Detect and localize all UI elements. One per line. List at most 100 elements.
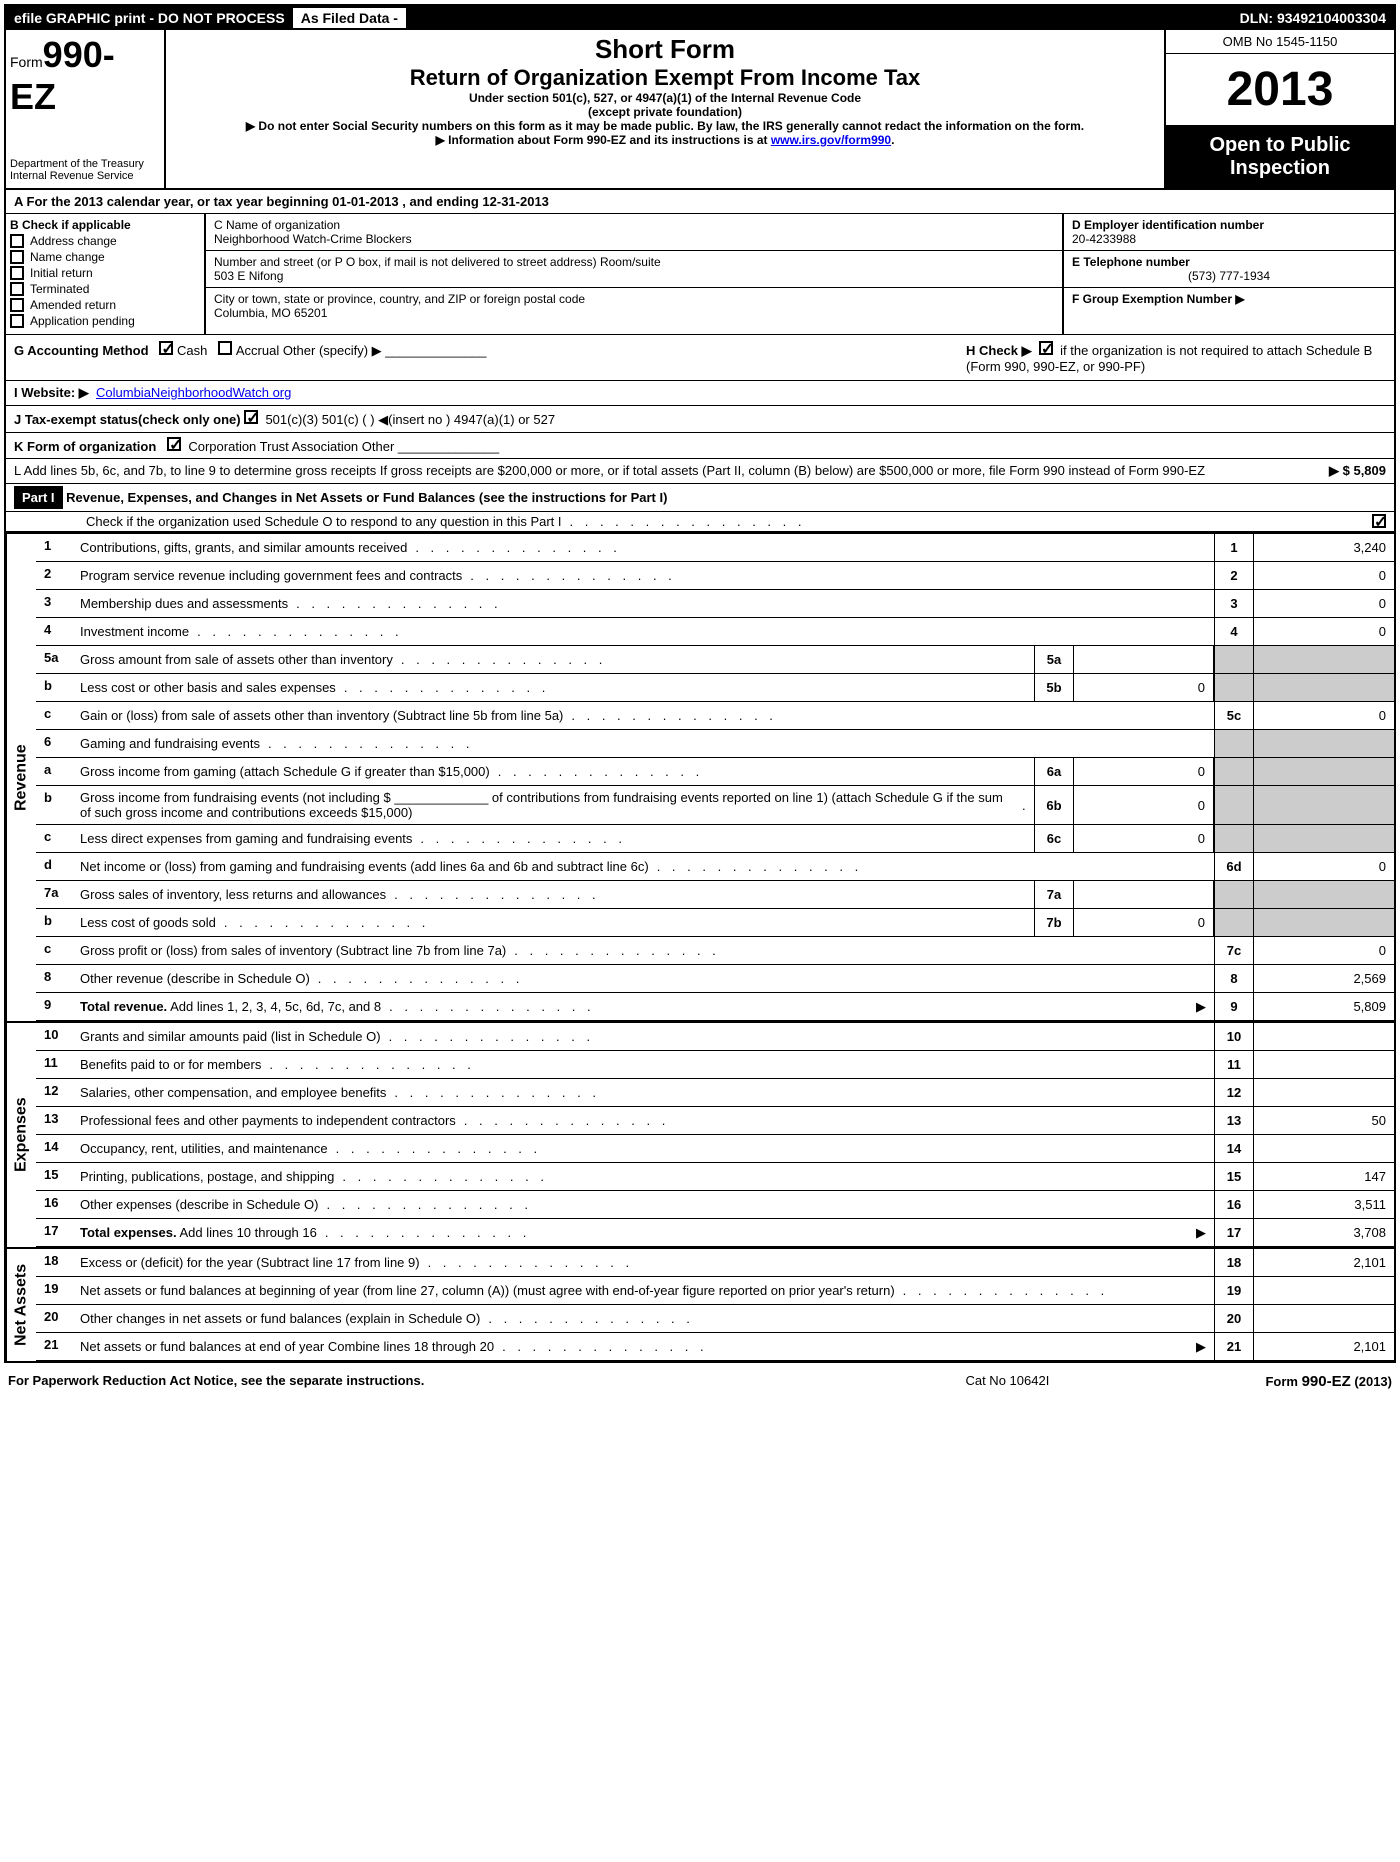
net-assets-label: Net Assets xyxy=(6,1249,36,1361)
end-val: 147 xyxy=(1254,1163,1394,1190)
line-row: 13Professional fees and other payments t… xyxy=(36,1107,1394,1135)
b-checkbox[interactable] xyxy=(10,314,24,328)
line-num: c xyxy=(36,825,76,852)
line-num: 6 xyxy=(36,730,76,757)
sub-num: 6b xyxy=(1034,786,1074,824)
top-mid: As Filed Data - xyxy=(293,8,406,28)
line-num: b xyxy=(36,909,76,936)
end-num xyxy=(1214,825,1254,852)
sub-num: 7b xyxy=(1034,909,1074,936)
sub2: (except private foundation) xyxy=(174,105,1156,119)
col-c: C Name of organization Neighborhood Watc… xyxy=(206,214,1064,334)
line-desc: Gaming and fundraising events. . . . . .… xyxy=(76,730,1214,757)
sub-val: 0 xyxy=(1074,825,1214,852)
end-num: 7c xyxy=(1214,937,1254,964)
section-bcd: B Check if applicable Address changeName… xyxy=(6,214,1394,335)
line-desc: Net assets or fund balances at beginning… xyxy=(76,1277,1214,1304)
header-right: OMB No 1545-1150 2013 Open to Public Ins… xyxy=(1164,30,1394,188)
dept2: Internal Revenue Service xyxy=(10,170,160,182)
end-val: 3,511 xyxy=(1254,1191,1394,1218)
line-desc: Other expenses (describe in Schedule O).… xyxy=(76,1191,1214,1218)
sub1: Under section 501(c), 527, or 4947(a)(1)… xyxy=(174,91,1156,105)
part1-label: Part I xyxy=(14,486,63,509)
end-val xyxy=(1254,786,1394,824)
b-checkbox[interactable] xyxy=(10,266,24,280)
b-checkbox[interactable] xyxy=(10,234,24,248)
cash-checkbox[interactable] xyxy=(159,341,173,355)
line-desc: Grants and similar amounts paid (list in… xyxy=(76,1023,1214,1050)
b-label: Address change xyxy=(30,234,117,248)
end-num: 10 xyxy=(1214,1023,1254,1050)
line-row: 7aGross sales of inventory, less returns… xyxy=(36,881,1394,909)
irs-link[interactable]: www.irs.gov/form990 xyxy=(771,133,891,147)
end-val: 0 xyxy=(1254,562,1394,589)
top-bar: efile GRAPHIC print - DO NOT PROCESS As … xyxy=(6,6,1394,30)
line-row: 4Investment income. . . . . . . . . . . … xyxy=(36,618,1394,646)
group-block: F Group Exemption Number ▶ xyxy=(1064,288,1394,310)
end-num xyxy=(1214,881,1254,908)
line-num: 10 xyxy=(36,1023,76,1050)
end-val xyxy=(1254,1079,1394,1106)
line-row: cLess direct expenses from gaming and fu… xyxy=(36,825,1394,853)
checkbox-row: Terminated xyxy=(10,282,200,296)
line-num: 14 xyxy=(36,1135,76,1162)
b-checkbox[interactable] xyxy=(10,298,24,312)
end-val: 0 xyxy=(1254,618,1394,645)
k-corp-checkbox[interactable] xyxy=(167,437,181,451)
website-link[interactable]: ColumbiaNeighborhoodWatch org xyxy=(96,385,291,400)
line-num: 16 xyxy=(36,1191,76,1218)
end-val xyxy=(1254,1135,1394,1162)
ein-label: D Employer identification number xyxy=(1072,218,1386,232)
row-gh: G Accounting Method Cash Accrual Other (… xyxy=(6,335,1394,381)
group-label: F Group Exemption Number ▶ xyxy=(1072,292,1386,306)
footer: For Paperwork Reduction Act Notice, see … xyxy=(0,1367,1400,1396)
h-checkbox[interactable] xyxy=(1039,341,1053,355)
line-num: d xyxy=(36,853,76,880)
row-a: A For the 2013 calendar year, or tax yea… xyxy=(6,190,1394,214)
top-right: DLN: 93492104003304 xyxy=(1232,6,1394,30)
ein-block: D Employer identification number 20-4233… xyxy=(1064,214,1394,251)
end-val xyxy=(1254,1277,1394,1304)
end-num: 2 xyxy=(1214,562,1254,589)
end-val xyxy=(1254,1023,1394,1050)
tel: (573) 777-1934 xyxy=(1072,269,1386,283)
end-val: 50 xyxy=(1254,1107,1394,1134)
form-number: 990-EZ xyxy=(10,34,115,117)
name-label: C Name of organization xyxy=(214,218,1054,232)
line-num: 4 xyxy=(36,618,76,645)
end-num xyxy=(1214,786,1254,824)
part1-checkbox[interactable] xyxy=(1372,514,1386,528)
end-num: 6d xyxy=(1214,853,1254,880)
row-l-amt: ▶ $ 5,809 xyxy=(1226,463,1386,479)
line-row: 17Total expenses. Add lines 10 through 1… xyxy=(36,1219,1394,1247)
checkbox-row: Address change xyxy=(10,234,200,248)
b-checkbox[interactable] xyxy=(10,282,24,296)
line-desc: Other revenue (describe in Schedule O). … xyxy=(76,965,1214,992)
city: Columbia, MO 65201 xyxy=(214,306,1054,320)
line-desc: Gross income from fundraising events (no… xyxy=(76,786,1034,824)
line-desc: Other changes in net assets or fund bala… xyxy=(76,1305,1214,1332)
row-l: L Add lines 5b, 6c, and 7b, to line 9 to… xyxy=(6,459,1394,484)
year: 2013 xyxy=(1166,54,1394,126)
sub4: ▶ Information about Form 990-EZ and its … xyxy=(174,133,1156,147)
line-num: c xyxy=(36,937,76,964)
line-desc: Net income or (loss) from gaming and fun… xyxy=(76,853,1214,880)
sub-val: 0 xyxy=(1074,674,1214,701)
part1-sub: Check if the organization used Schedule … xyxy=(6,512,1394,532)
end-num: 20 xyxy=(1214,1305,1254,1332)
part1-title: Revenue, Expenses, and Changes in Net As… xyxy=(66,490,667,505)
b-checkbox[interactable] xyxy=(10,250,24,264)
accrual-checkbox[interactable] xyxy=(218,341,232,355)
end-val: 0 xyxy=(1254,702,1394,729)
b-label: Application pending xyxy=(30,314,135,328)
row-h: H Check ▶ xyxy=(966,343,1032,358)
end-val: 3,240 xyxy=(1254,534,1394,561)
line-num: b xyxy=(36,674,76,701)
line-row: 18Excess or (deficit) for the year (Subt… xyxy=(36,1249,1394,1277)
line-desc: Total expenses. Add lines 10 through 16.… xyxy=(76,1219,1214,1246)
line-row: 12Salaries, other compensation, and empl… xyxy=(36,1079,1394,1107)
j-501c3-checkbox[interactable] xyxy=(244,410,258,424)
end-val: 2,569 xyxy=(1254,965,1394,992)
end-val: 5,809 xyxy=(1254,993,1394,1020)
line-row: cGross profit or (loss) from sales of in… xyxy=(36,937,1394,965)
